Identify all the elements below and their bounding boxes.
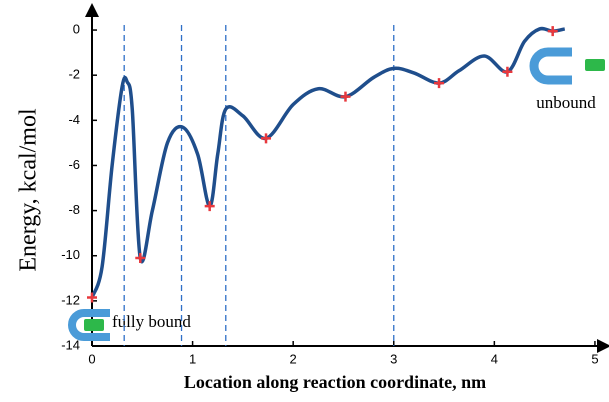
x-tick-label: 5 <box>591 351 598 366</box>
minimum-marker <box>547 26 558 37</box>
y-tick-label: 0 <box>73 21 80 36</box>
annotation: unbound <box>536 93 596 112</box>
y-tick-label: -12 <box>61 292 80 307</box>
x-tick-label: 2 <box>290 351 297 366</box>
y-tick-label: -6 <box>68 157 80 172</box>
y-tick-label: -2 <box>68 67 80 82</box>
icon-unbound <box>529 47 605 85</box>
x-tick-label: 4 <box>491 351 498 366</box>
icon-bound <box>68 309 110 341</box>
x-axis-label: Location along reaction coordinate, nm <box>184 372 486 392</box>
minimum-marker <box>204 201 215 212</box>
minimum-marker <box>87 292 97 303</box>
minimum-marker <box>340 91 351 102</box>
annotation: fully bound <box>112 312 191 331</box>
y-tick-label: -4 <box>68 112 80 127</box>
minimum-marker <box>135 252 146 263</box>
minimum-marker <box>434 78 445 89</box>
x-tick-label: 0 <box>88 351 95 366</box>
energy-curve <box>90 26 566 299</box>
y-axis-label: Energy, kcal/mol <box>16 108 42 272</box>
y-tick-label: -8 <box>68 202 80 217</box>
minimum-marker <box>502 66 513 77</box>
y-tick-label: -10 <box>61 247 80 262</box>
minimum-marker <box>261 133 272 144</box>
x-tick-label: 1 <box>189 351 196 366</box>
x-tick-label: 3 <box>390 351 397 366</box>
y-tick-label: -14 <box>61 337 80 352</box>
